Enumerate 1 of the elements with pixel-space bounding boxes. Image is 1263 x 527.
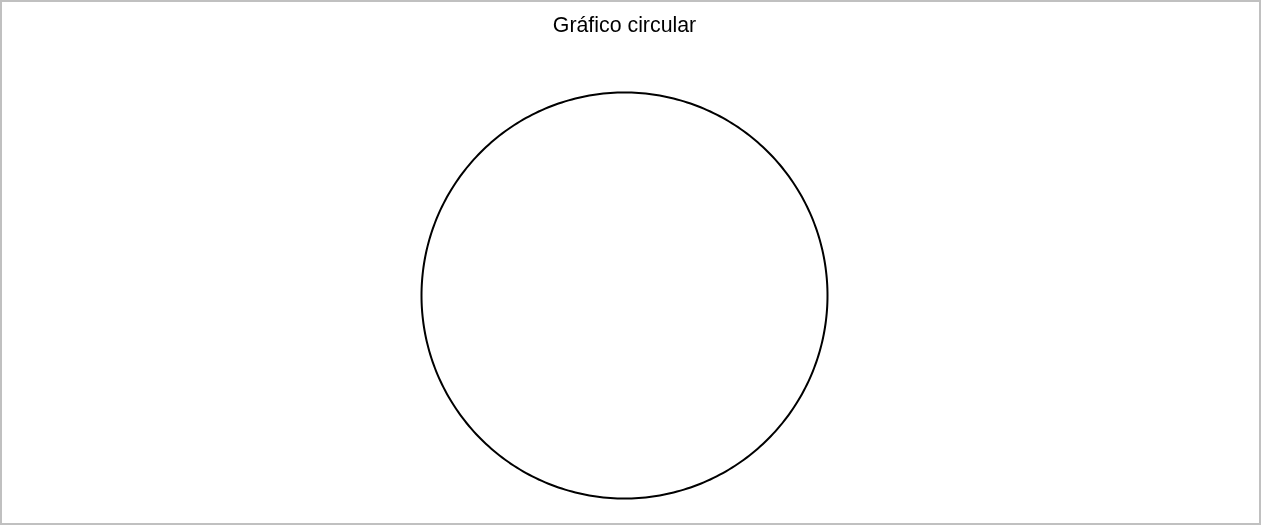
chart-title: Gráfico circular xyxy=(552,12,697,37)
